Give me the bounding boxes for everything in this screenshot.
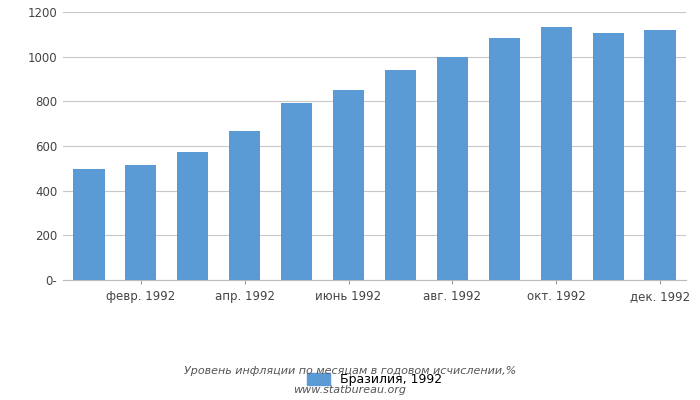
Bar <box>229 132 260 280</box>
Bar <box>592 33 624 280</box>
Text: Уровень инфляции по месяцам в годовом исчислении,%: Уровень инфляции по месяцам в годовом ис… <box>184 366 516 376</box>
Bar <box>177 152 209 280</box>
Bar <box>333 90 364 280</box>
Text: www.statbureau.org: www.statbureau.org <box>293 385 407 395</box>
Bar <box>645 30 676 280</box>
Bar <box>489 38 520 280</box>
Bar <box>540 27 572 280</box>
Bar <box>281 103 312 280</box>
Bar <box>125 165 156 280</box>
Legend: Бразилия, 1992: Бразилия, 1992 <box>307 373 442 386</box>
Bar <box>74 169 104 280</box>
Bar <box>437 57 468 280</box>
Bar <box>385 70 416 280</box>
